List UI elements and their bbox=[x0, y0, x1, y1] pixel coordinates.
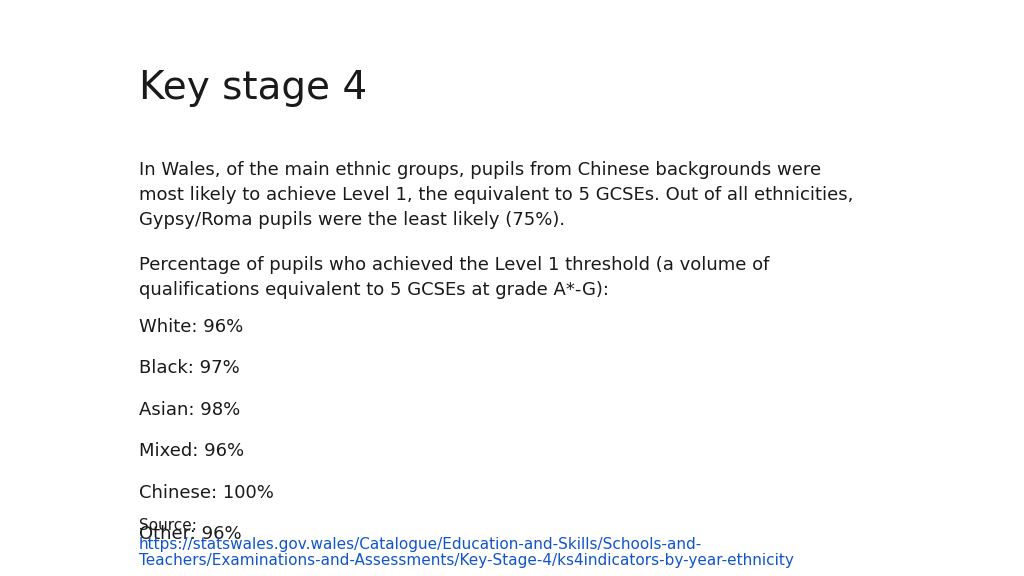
Text: Mixed: 96%: Mixed: 96% bbox=[139, 442, 244, 460]
Text: White: 96%: White: 96% bbox=[139, 318, 243, 336]
Text: Key stage 4: Key stage 4 bbox=[139, 69, 367, 107]
Text: https://statswales.gov.wales/Catalogue/Education-and-Skills/Schools-and-: https://statswales.gov.wales/Catalogue/E… bbox=[139, 537, 702, 552]
Text: Other: 96%: Other: 96% bbox=[139, 525, 242, 543]
Text: Asian: 98%: Asian: 98% bbox=[139, 401, 241, 419]
Text: Source:: Source: bbox=[139, 518, 197, 533]
Text: In Wales, of the main ethnic groups, pupils from Chinese backgrounds were
most l: In Wales, of the main ethnic groups, pup… bbox=[139, 161, 853, 229]
Text: Teachers/Examinations-and-Assessments/Key-Stage-4/ks4indicators-by-year-ethnicit: Teachers/Examinations-and-Assessments/Ke… bbox=[139, 553, 794, 568]
Text: Black: 97%: Black: 97% bbox=[139, 359, 240, 377]
Text: Chinese: 100%: Chinese: 100% bbox=[139, 484, 273, 502]
Text: Percentage of pupils who achieved the Level 1 threshold (a volume of
qualificati: Percentage of pupils who achieved the Le… bbox=[139, 256, 769, 300]
